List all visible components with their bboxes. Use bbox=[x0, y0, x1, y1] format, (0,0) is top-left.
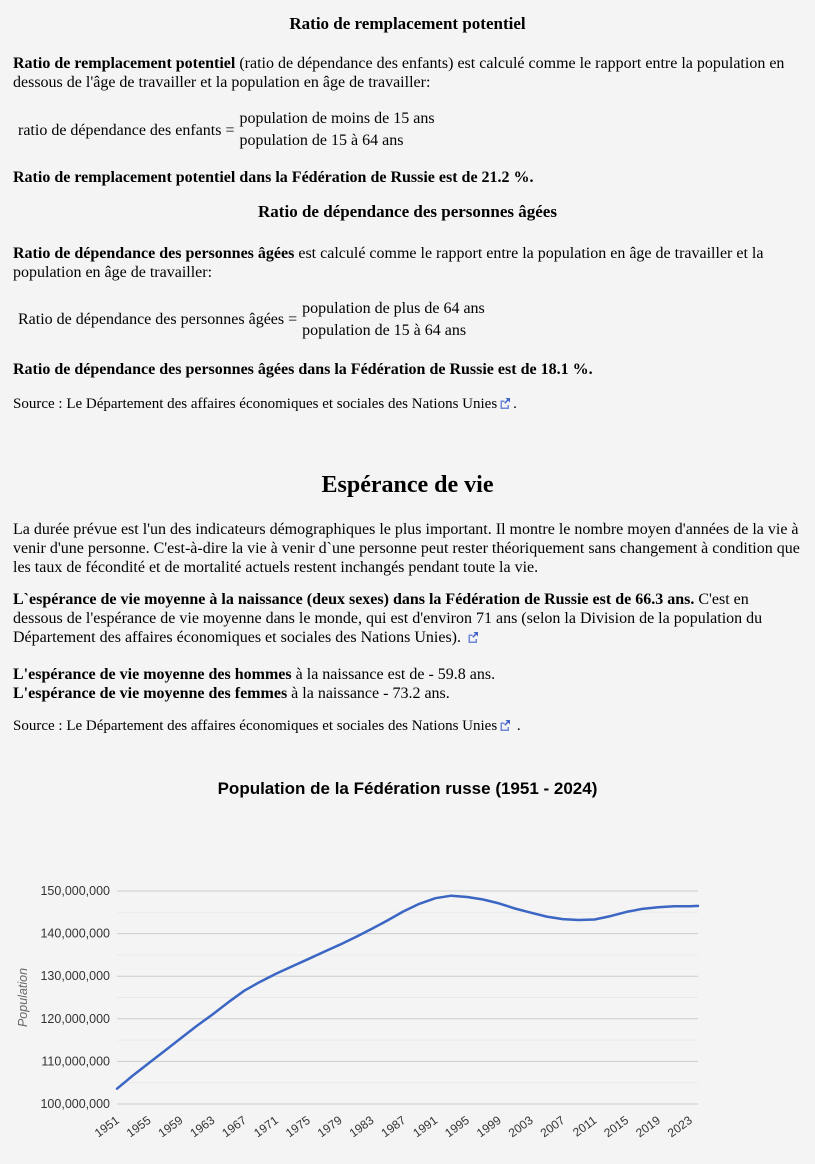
children-dependency-formula: ratio de dépendance des enfants = popula… bbox=[13, 108, 802, 152]
elderly-ratio-result: Ratio de dépendance des personnes âgées … bbox=[13, 360, 593, 378]
svg-text:110,000,000: 110,000,000 bbox=[41, 1055, 110, 1069]
heading-life-expectancy: Espérance de vie bbox=[321, 472, 494, 499]
formula-numerator: population de moins de 15 ans bbox=[239, 110, 435, 128]
svg-text:1987: 1987 bbox=[378, 1113, 408, 1140]
men-value: à la naissance est de - 59.8 ans. bbox=[291, 666, 496, 684]
elderly-ratio-paragraph: Ratio de dépendance des personnes âgées … bbox=[13, 244, 802, 282]
women-value: à la naissance - 73.2 ans. bbox=[287, 685, 450, 703]
source-link[interactable]: Le Département des affaires économiques … bbox=[66, 718, 498, 735]
svg-text:2023: 2023 bbox=[665, 1113, 695, 1140]
formula-label: ratio de dépendance des enfants = bbox=[18, 121, 235, 139]
source-prefix: Source : bbox=[13, 395, 67, 412]
chart-title: Population de la Fédération russe (1951 … bbox=[217, 779, 598, 799]
svg-text:1971: 1971 bbox=[251, 1113, 281, 1140]
women-life-expectancy: L'espérance de vie moyenne des femmes à … bbox=[13, 684, 802, 703]
source-line-life-expectancy: Source : Le Département des affaires éco… bbox=[13, 718, 802, 737]
women-label: L'espérance de vie moyenne des femmes bbox=[13, 685, 288, 703]
formula-numerator: population de plus de 64 ans bbox=[302, 299, 485, 317]
external-link-icon[interactable] bbox=[467, 629, 479, 648]
population-chart-svg: 100,000,000 110,000,000 120,000,000 130,000… bbox=[16, 884, 700, 1140]
svg-text:1963: 1963 bbox=[187, 1113, 217, 1140]
life-expectancy-by-sex: L'espérance de vie moyenne des hommes à … bbox=[13, 665, 802, 703]
svg-text:2015: 2015 bbox=[601, 1113, 631, 1140]
source-prefix: Source : bbox=[13, 718, 67, 735]
svg-text:1991: 1991 bbox=[410, 1113, 440, 1140]
svg-text:1975: 1975 bbox=[283, 1113, 313, 1140]
svg-text:1999: 1999 bbox=[474, 1113, 504, 1140]
replacement-ratio-definition: (ratio de dépendance des enfants) est ca… bbox=[13, 55, 785, 92]
svg-text:140,000,000: 140,000,000 bbox=[40, 927, 110, 941]
men-life-expectancy: L'espérance de vie moyenne des hommes à … bbox=[13, 665, 802, 684]
svg-text:1983: 1983 bbox=[347, 1113, 377, 1140]
external-link-icon[interactable] bbox=[499, 397, 511, 415]
source-line-demographics: Source : Le Département des affaires éco… bbox=[13, 396, 802, 415]
both-sexes-statement: L`espérance de vie moyenne à la naissanc… bbox=[13, 591, 695, 609]
heading-elderly-dependency-ratio: Ratio de dépendance des personnes âgées bbox=[258, 202, 557, 222]
svg-text:1995: 1995 bbox=[442, 1113, 472, 1140]
svg-text:1959: 1959 bbox=[156, 1113, 186, 1140]
formula-label: Ratio de dépendance des personnes âgées … bbox=[18, 311, 298, 329]
replacement-ratio-result: Ratio de remplacement potentiel dans la … bbox=[13, 169, 534, 187]
svg-text:120,000,000: 120,000,000 bbox=[40, 1012, 110, 1026]
life-expectancy-both-sexes: L`espérance de vie moyenne à la naissanc… bbox=[13, 590, 802, 648]
svg-text:2003: 2003 bbox=[506, 1113, 536, 1140]
elderly-ratio-definition: est calculé comme le rapport entre la po… bbox=[13, 244, 764, 281]
formula-denominator: population de 15 à 64 ans bbox=[302, 321, 467, 339]
svg-text:100,000,000: 100,000,000 bbox=[40, 1097, 110, 1111]
source-suffix: . bbox=[513, 718, 521, 735]
replacement-ratio-term: Ratio de remplacement potentiel bbox=[13, 55, 236, 73]
svg-text:Population: Population bbox=[16, 968, 30, 1027]
replacement-ratio-paragraph: Ratio de remplacement potentiel (ratio d… bbox=[13, 54, 802, 92]
men-label: L'espérance de vie moyenne des hommes bbox=[13, 666, 292, 684]
formula-fraction: population de moins de 15 ans population… bbox=[239, 108, 434, 152]
life-expectancy-intro: La durée prévue est l'un des indicateurs… bbox=[13, 521, 800, 577]
svg-text:2007: 2007 bbox=[538, 1113, 568, 1140]
both-sexes-comparison: C'est en dessous de l'espérance de vie m… bbox=[13, 591, 763, 647]
elderly-ratio-term: Ratio de dépendance des personnes âgées bbox=[13, 244, 295, 262]
svg-text:1955: 1955 bbox=[124, 1113, 154, 1140]
population-chart: Population de la Fédération russe (1951 … bbox=[13, 779, 802, 1164]
elderly-dependency-formula: Ratio de dépendance des personnes âgées … bbox=[13, 298, 802, 342]
source-suffix: . bbox=[513, 395, 517, 412]
formula-denominator: population de 15 à 64 ans bbox=[239, 132, 404, 150]
svg-text:130,000,000: 130,000,000 bbox=[40, 970, 110, 984]
svg-text:1967: 1967 bbox=[219, 1113, 249, 1140]
svg-text:150,000,000: 150,000,000 bbox=[40, 884, 110, 898]
svg-text:2019: 2019 bbox=[633, 1113, 663, 1140]
svg-text:1979: 1979 bbox=[315, 1113, 345, 1140]
svg-text:2011: 2011 bbox=[570, 1113, 599, 1140]
svg-text:1951: 1951 bbox=[92, 1113, 122, 1140]
external-link-icon[interactable] bbox=[499, 719, 511, 737]
heading-replacement-ratio: Ratio de remplacement potentiel bbox=[289, 14, 526, 33]
source-link[interactable]: Le Département des affaires économiques … bbox=[66, 395, 498, 412]
formula-fraction: population de plus de 64 ans population … bbox=[302, 298, 485, 342]
